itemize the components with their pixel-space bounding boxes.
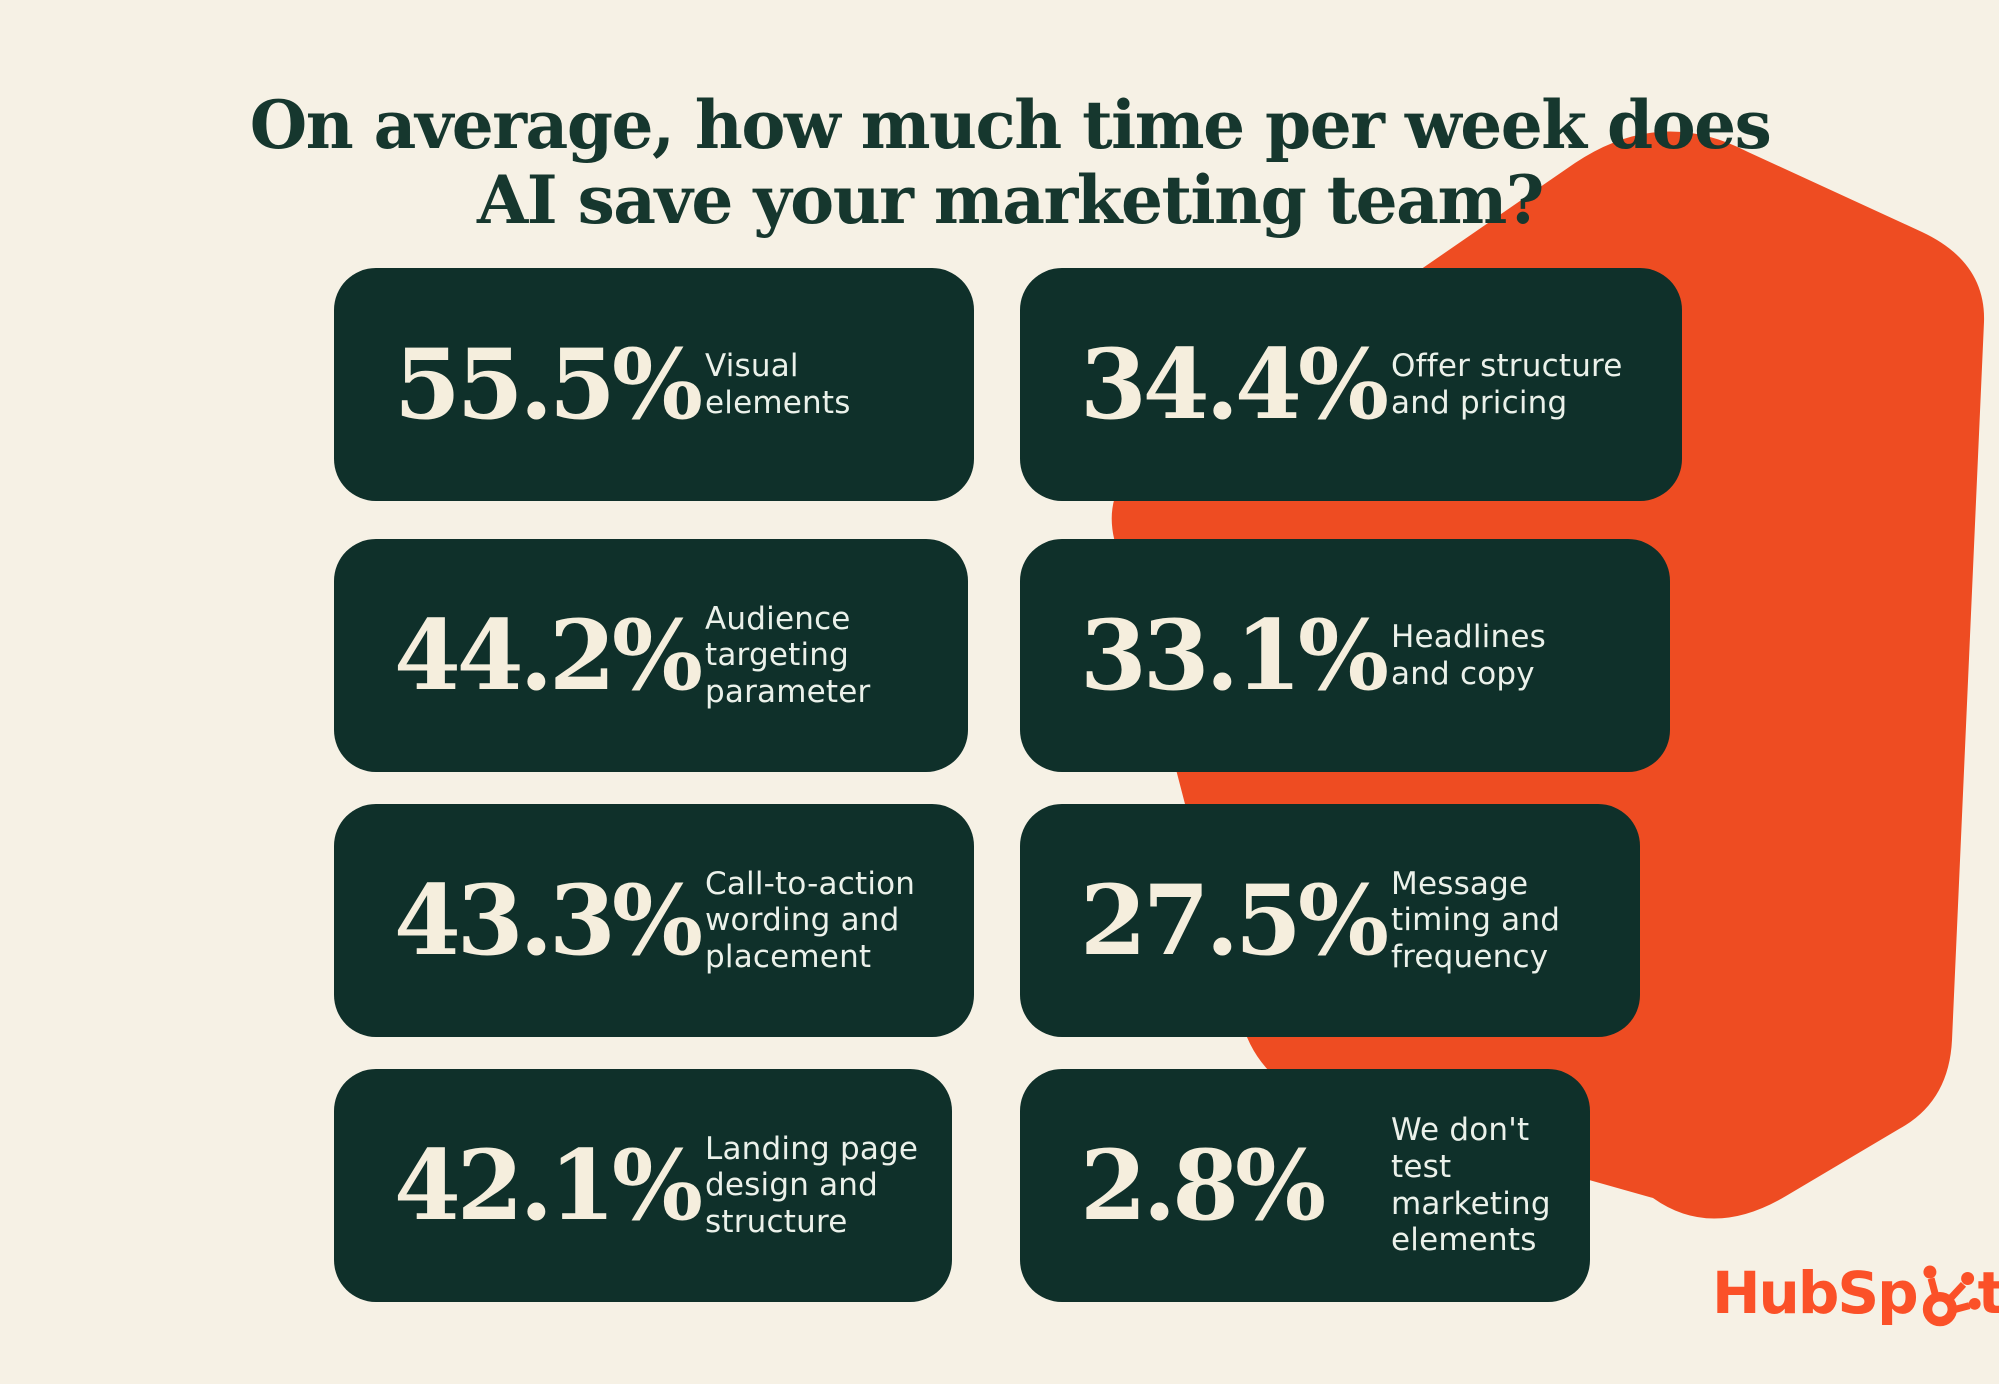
stat-card-audience-targeting: 44.2% Audience targeting parameter	[334, 539, 968, 772]
stat-card-offer-structure: 34.4% Offer structure and pricing	[1020, 268, 1682, 501]
stat-card-visual-elements: 55.5% Visual elements	[334, 268, 974, 501]
stat-card-dont-test: 2.8% We don't test marketing elements	[1020, 1069, 1590, 1302]
stat-value: 27.5%	[1080, 864, 1389, 977]
page-title: On average, how much time per week does …	[249, 86, 1772, 239]
stat-label: Headlines and copy	[1391, 618, 1546, 692]
stat-label: Call-to-action wording and placement	[705, 865, 916, 975]
stat-card-landing-page: 42.1% Landing page design and structure	[334, 1069, 952, 1302]
stat-card-message-timing: 27.5% Message timing and frequency	[1020, 804, 1640, 1037]
stat-label: Offer structure and pricing	[1391, 347, 1623, 421]
stat-label: We don't test marketing elements	[1391, 1112, 1551, 1259]
stat-value: 44.2%	[394, 599, 703, 712]
stat-value: 34.4%	[1080, 328, 1389, 441]
stat-value: 2.8%	[1080, 1129, 1326, 1242]
stat-label: Audience targeting parameter	[705, 600, 871, 710]
stat-label: Message timing and frequency	[1391, 865, 1561, 975]
hubspot-logo: HubSp t	[1712, 1259, 1999, 1327]
logo-text-pre: HubSp	[1712, 1259, 1919, 1327]
stat-value: 33.1%	[1080, 599, 1389, 712]
stat-value: 42.1%	[394, 1129, 703, 1242]
stat-label: Visual elements	[705, 347, 851, 421]
stat-card-headlines-copy: 33.1% Headlines and copy	[1020, 539, 1670, 772]
stat-value: 43.3%	[394, 864, 703, 977]
stat-label: Landing page design and structure	[705, 1130, 919, 1240]
stat-value: 55.5%	[394, 328, 703, 441]
logo-text-post: t	[1977, 1259, 1999, 1327]
stat-card-cta-wording: 43.3% Call-to-action wording and placeme…	[334, 804, 974, 1037]
hubspot-sprocket-icon	[1922, 1265, 1981, 1327]
